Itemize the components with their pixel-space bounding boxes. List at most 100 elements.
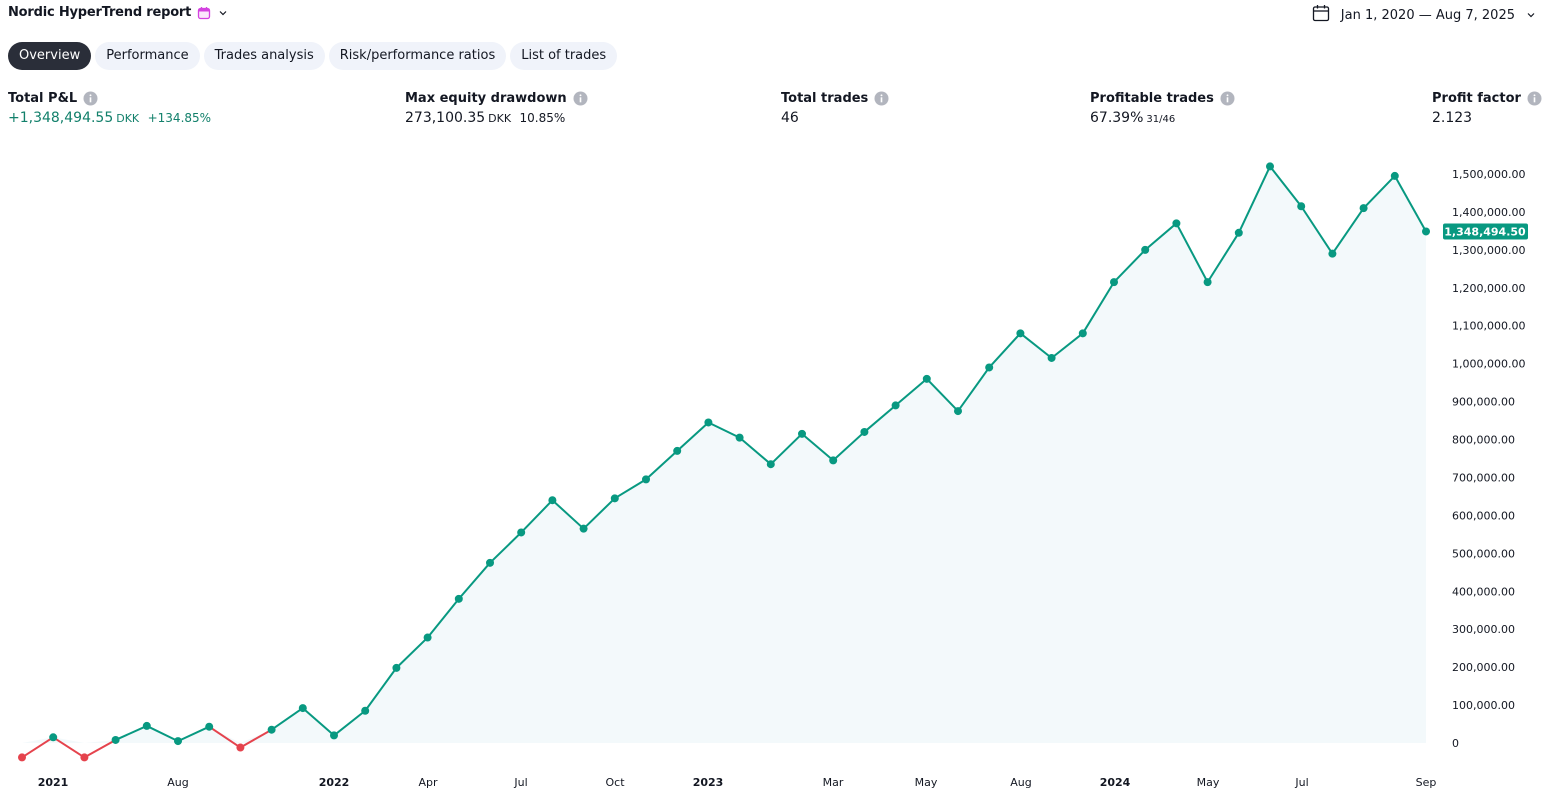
equity-point [236,743,245,752]
equity-point [1078,329,1087,338]
equity-point [985,363,994,372]
equity-point [1297,202,1306,211]
tab-performance[interactable]: Performance [95,42,200,70]
date-range-text: Jan 1, 2020 — Aug 7, 2025 [1340,7,1515,23]
equity-point [1266,162,1274,171]
equity-area [22,166,1426,743]
equity-line-segment [957,366,991,412]
x-axis: 2021 Aug 2022 Apr Jul Oct 2023 Mar May Aug 2024 May… [38,776,1437,789]
equity-line-segment [832,431,866,462]
info-icon[interactable] [83,91,98,106]
stat-value: 67.39% [1090,110,1144,126]
report-title-menu[interactable]: Nordic HyperTrend report [8,5,229,20]
x-tick-label: Oct [605,776,625,789]
report-header: Nordic HyperTrend report Jan 1, 2020 — A… [0,0,1547,30]
equity-line-segment [676,421,710,452]
equity-point [610,494,619,503]
equity-point [642,475,650,484]
tab-list-of-trades[interactable]: List of trades [510,42,618,70]
equity-line-segment [551,499,585,530]
x-tick-label: 2021 [38,776,69,789]
tab-trades-analysis[interactable]: Trades analysis [203,42,325,70]
report-tabs: Overview Performance Trades analysis Ris… [8,42,618,70]
y-tick-label: 0 [1452,737,1459,750]
equity-line-segment [426,598,460,639]
stat-value: +1,348,494.55 [8,110,114,126]
x-tick-label: 2024 [1100,776,1131,789]
x-tick-label: May [915,776,938,789]
x-tick-label: Jul [1294,776,1308,789]
stat-profitable-trades: Profitable trades 67.39% 31/46 [1090,88,1235,126]
equity-line-segment [1237,165,1271,234]
equity-line-segment [926,378,959,412]
info-icon[interactable] [1527,91,1542,106]
info-icon[interactable] [874,91,889,106]
y-tick-label: 900,000.00 [1452,396,1515,409]
calendar-badge-icon [197,6,211,20]
equity-line-segment [1393,175,1427,232]
stat-label: Max equity drawdown [405,90,567,106]
stat-profit-factor: Profit factor 2.123 [1432,88,1542,126]
equity-point [735,433,744,442]
equity-point [1359,204,1368,213]
last-value-badge [1443,223,1528,240]
equity-chart[interactable]: 1,500,000.00 1,400,000.00 1,300,000.00 1,20… [0,150,1547,795]
y-tick-label: 1,500,000.00 [1452,168,1525,181]
y-tick-label: 600,000.00 [1452,509,1515,522]
y-axis: 1,500,000.00 1,400,000.00 1,300,000.00 1,20… [1452,168,1525,750]
equity-line-segment [146,725,179,743]
x-tick-label: 2022 [319,776,350,789]
equity-line-segment [645,450,678,481]
tab-risk-performance-ratios[interactable]: Risk/performance ratios [328,42,507,70]
equity-line-segment [177,725,210,743]
y-tick-label: 1,400,000.00 [1452,206,1525,219]
stat-percent: 10.85% [519,111,566,125]
last-value-marker: 1,348,494.50 [1443,223,1528,240]
equity-points-layer [18,162,1430,762]
info-icon[interactable] [573,91,588,106]
equity-point [517,528,526,537]
y-tick-label: 400,000.00 [1452,585,1515,598]
equity-point [392,663,401,672]
equity-point [1328,249,1337,258]
x-tick-label: 2023 [693,776,724,789]
stat-label: Total P&L [8,90,78,106]
equity-point [205,722,214,731]
equity-line-segment [364,667,398,712]
equity-line-segment [115,725,148,741]
stat-percent: +134.85% [147,111,212,125]
equity-line-segment [52,736,85,759]
equity-line-segment [1144,222,1178,251]
equity-line-segment [1300,205,1334,255]
y-tick-label: 200,000.00 [1452,661,1515,674]
x-tick-label: May [1197,776,1220,789]
equity-line-segment [520,499,554,534]
info-icon[interactable] [1220,91,1235,106]
equity-point [548,496,557,505]
equity-point [766,460,775,469]
tab-overview[interactable]: Overview [8,42,92,70]
equity-line-segment [801,433,834,462]
equity-line-segment [83,739,117,759]
x-tick-label: Aug [167,776,188,789]
equity-line-segment [582,497,616,530]
chevron-down-icon[interactable] [217,7,229,19]
equity-line-segment [1081,281,1115,334]
equity-point [829,456,838,465]
date-range-picker[interactable]: Jan 1, 2020 — Aug 7, 2025 [1311,3,1537,27]
equity-line-segment [1269,165,1302,207]
equity-point [18,753,26,762]
equity-line-segment [1050,332,1084,359]
equity-point [1110,278,1118,287]
equity-point [922,374,931,383]
equity-point [80,753,89,762]
y-tick-label: 700,000.00 [1452,471,1515,484]
equity-line-segment [395,636,429,669]
stat-label: Total trades [781,90,869,106]
stat-label: Profitable trades [1090,90,1214,106]
equity-point [579,524,588,533]
equity-line-segment [239,728,273,749]
equity-point [1390,171,1399,180]
equity-point [798,429,806,438]
equity-point [486,558,494,567]
